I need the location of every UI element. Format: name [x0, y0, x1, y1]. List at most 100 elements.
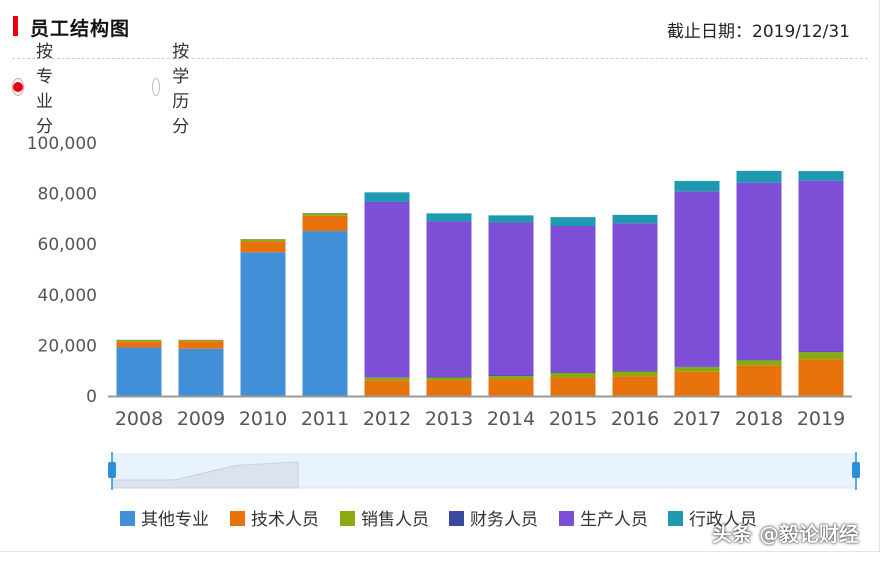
bar-segment[interactable] [116, 340, 162, 342]
bar-segment[interactable] [674, 180, 720, 192]
bar-segment[interactable] [426, 377, 472, 381]
legend-swatch[interactable] [668, 511, 683, 526]
y-axis: 0 20,000 40,000 60,000 80,000 100,000 [27, 134, 97, 407]
bar-segment[interactable] [116, 341, 162, 348]
x-tick-label: 2012 [363, 408, 411, 430]
bar-segment[interactable] [488, 375, 534, 377]
x-tick-label: 2011 [301, 408, 349, 430]
legend-label[interactable]: 其他专业 [141, 510, 209, 530]
x-tick-label: 2016 [611, 408, 659, 430]
bar-segment[interactable] [550, 372, 596, 373]
bar-segment[interactable] [364, 201, 410, 378]
bar-segment[interactable] [550, 217, 596, 226]
y-tick-label: 80,000 [38, 185, 97, 205]
watermark: 头条 @毅论财经 [712, 522, 859, 546]
legend-swatch[interactable] [559, 511, 574, 526]
bar-segment[interactable] [798, 180, 844, 352]
bar-segment[interactable] [302, 213, 348, 216]
x-tick-label: 2013 [425, 408, 473, 430]
y-tick-label: 20,000 [38, 336, 97, 356]
bar-segment[interactable] [736, 170, 782, 183]
bar-segment[interactable] [550, 225, 596, 373]
panel-header: 员工结构图 截止日期：2019/12/31 [0, 0, 880, 58]
bar-segment[interactable] [364, 380, 410, 396]
bar-segment[interactable] [302, 231, 348, 396]
slider-handle-left[interactable] [108, 462, 116, 478]
bar-segment[interactable] [674, 366, 720, 368]
x-tick-label: 2008 [115, 408, 163, 430]
bar-segment[interactable] [116, 347, 162, 396]
bar-segment[interactable] [178, 340, 224, 342]
bar-segment[interactable] [364, 377, 410, 381]
bar-segment[interactable] [736, 182, 782, 360]
bar-segment[interactable] [178, 348, 224, 396]
legend-label[interactable]: 财务人员 [470, 510, 538, 530]
bar-segment[interactable] [302, 215, 348, 232]
bar-segment[interactable] [736, 365, 782, 396]
legend-label[interactable]: 销售人员 [361, 510, 429, 530]
radio-circle-selected[interactable] [12, 78, 24, 96]
bar-segment[interactable] [488, 376, 534, 380]
bar-segment[interactable] [674, 367, 720, 372]
bar-segment[interactable] [798, 351, 844, 353]
bar-segment[interactable] [736, 360, 782, 366]
x-axis: 2008 2009 2010 2011 2012 2013 2014 2015 2016 2017… [115, 408, 845, 430]
data-zoom-slider[interactable] [108, 452, 860, 490]
bar-segment[interactable] [674, 371, 720, 396]
bar-segment[interactable] [674, 191, 720, 367]
legend-label[interactable]: 生产人员 [580, 510, 648, 530]
y-tick-label: 100,000 [27, 134, 97, 154]
radio-by-major[interactable]: 按专业分 [12, 42, 59, 137]
legend-swatch[interactable] [449, 511, 464, 526]
bar-segment[interactable] [550, 377, 596, 396]
bar-segment[interactable] [612, 376, 658, 396]
x-tick-label: 2015 [549, 408, 597, 430]
title-accent-bar [13, 16, 18, 36]
y-tick-label: 0 [86, 387, 97, 407]
radio-by-education[interactable]: 按学历分 [152, 42, 199, 137]
bar-segment[interactable] [612, 370, 658, 372]
x-tick-label: 2019 [797, 408, 845, 430]
bar-segment[interactable] [798, 359, 844, 396]
bar-segment[interactable] [488, 379, 534, 396]
radio-circle-unselected[interactable] [152, 78, 161, 96]
bar-segment[interactable] [426, 221, 472, 378]
legend-swatch[interactable] [340, 511, 355, 526]
bar-segment[interactable] [240, 239, 286, 242]
bar-segment[interactable] [798, 352, 844, 360]
bar-segment[interactable] [736, 359, 782, 361]
bar-segment[interactable] [426, 213, 472, 222]
x-tick-label: 2010 [239, 408, 287, 430]
bar-segment[interactable] [364, 377, 410, 378]
bar-segment[interactable] [550, 372, 596, 378]
bar-segment[interactable] [240, 241, 286, 253]
bar-segment[interactable] [798, 171, 844, 181]
legend-swatch[interactable] [230, 511, 245, 526]
bar-segment[interactable] [426, 380, 472, 396]
legend: 其他专业 技术人员 销售人员 财务人员 生产人员 行政人员 [120, 510, 757, 530]
legend-label[interactable]: 行政人员 [689, 510, 757, 530]
bar-segment[interactable] [426, 377, 472, 378]
x-tick-label: 2009 [177, 408, 225, 430]
bar-segment[interactable] [612, 214, 658, 224]
chart-panel [0, 0, 880, 552]
radio-by-education-label: 按学历分 [172, 42, 190, 137]
bar-segment[interactable] [178, 341, 224, 349]
bar-segment[interactable] [488, 215, 534, 223]
slider-handle-right[interactable] [852, 462, 860, 478]
legend-swatch[interactable] [120, 511, 135, 526]
bar-segment[interactable] [240, 252, 286, 396]
header-divider [12, 58, 868, 59]
bar-segment[interactable] [612, 371, 658, 377]
radio-selected-dot [13, 82, 23, 92]
radio-by-major-label: 按专业分 [36, 42, 53, 137]
bar-segment[interactable] [488, 222, 534, 376]
bar-segment[interactable] [364, 192, 410, 202]
bar-segment[interactable] [612, 223, 658, 371]
bars [116, 170, 844, 396]
x-tick-label: 2014 [487, 408, 535, 430]
cutoff-date-value: 2019/12/31 [752, 22, 850, 42]
legend-label[interactable]: 技术人员 [251, 510, 319, 530]
y-tick-label: 40,000 [38, 286, 97, 306]
